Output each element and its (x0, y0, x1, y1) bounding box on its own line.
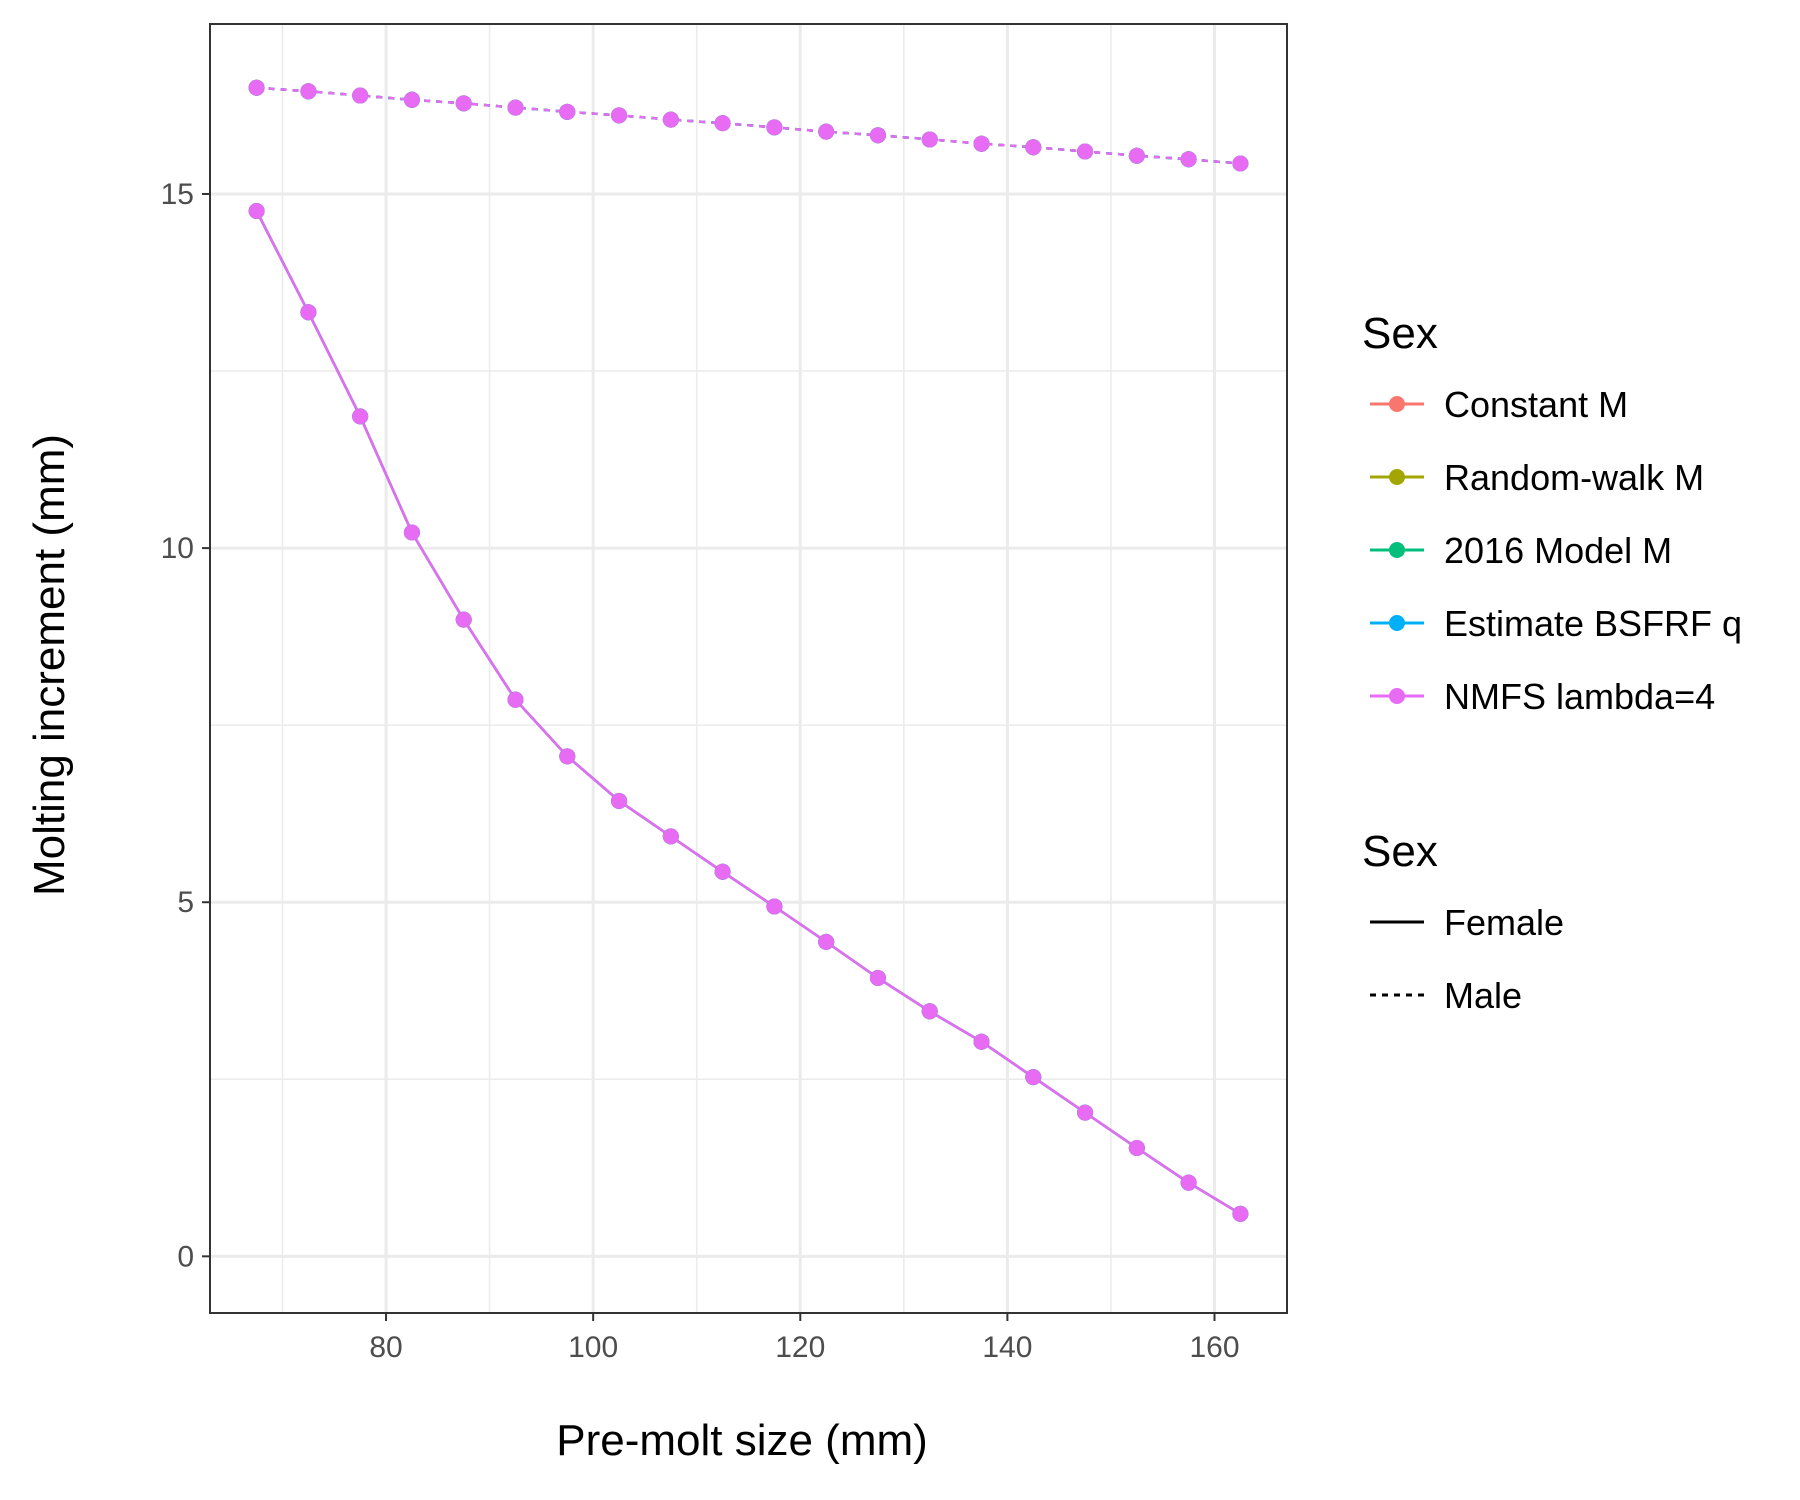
panel-border (209, 23, 1288, 1314)
data-point (300, 304, 317, 321)
data-point (921, 1003, 938, 1020)
data-point (455, 95, 472, 112)
major-gridlines (210, 24, 1287, 1313)
x-tick-label: 160 (1189, 1331, 1239, 1364)
data-point (714, 863, 731, 880)
data-point (1180, 151, 1197, 168)
x-axis: 80 100 120 140 160 (369, 1313, 1240, 1364)
data-point (403, 91, 420, 108)
data-point (869, 127, 886, 144)
y-tick-label: 15 (161, 178, 194, 211)
data-point (352, 87, 369, 104)
series-layer (248, 79, 1249, 1222)
data-point (662, 828, 679, 845)
data-point (973, 135, 990, 152)
data-point (1128, 147, 1145, 164)
data-point (248, 202, 265, 219)
minor-gridlines (210, 24, 1287, 1313)
data-point (1128, 1139, 1145, 1156)
data-point (818, 933, 835, 950)
legend-title-color: Sex (1362, 309, 1438, 358)
data-point (559, 748, 576, 765)
y-tick-label: 5 (177, 886, 194, 919)
data-point (507, 691, 524, 708)
legend-key-point (1389, 688, 1405, 704)
series-line (255, 210, 1242, 1215)
legend-key-point (1389, 615, 1405, 631)
series-line (256, 86, 1241, 165)
legend-label: Female (1444, 902, 1564, 943)
data-point (507, 99, 524, 116)
data-point (1232, 155, 1249, 172)
data-point (1232, 1205, 1249, 1222)
plot-panel (209, 23, 1288, 1314)
x-tick-label: 140 (982, 1331, 1032, 1364)
data-point (300, 83, 317, 100)
data-point (559, 103, 576, 120)
data-point (766, 898, 783, 915)
data-point (1025, 139, 1042, 156)
x-tick-label: 100 (568, 1331, 618, 1364)
data-point (1077, 143, 1094, 160)
data-point (1077, 1104, 1094, 1121)
data-point (869, 970, 886, 987)
data-point (1180, 1174, 1197, 1191)
x-tick-label: 120 (775, 1331, 825, 1364)
data-point (403, 524, 420, 541)
data-point (1025, 1069, 1042, 1086)
x-tick-label: 80 (369, 1331, 402, 1364)
legend-label: Estimate BSFRF q (1444, 603, 1742, 644)
data-point (818, 123, 835, 140)
data-point (611, 107, 628, 124)
data-point (662, 111, 679, 128)
legend-label: 2016 Model M (1444, 530, 1672, 571)
legend-key-point (1389, 396, 1405, 412)
y-axis: 0 5 10 15 (161, 178, 210, 1273)
data-point (921, 131, 938, 148)
data-point (248, 79, 265, 96)
x-axis-title: Pre-molt size (mm) (556, 1416, 928, 1465)
legend-label: Random-walk M (1444, 457, 1704, 498)
legend-key-point (1389, 542, 1405, 558)
legend-label: Male (1444, 975, 1522, 1016)
data-point (352, 408, 369, 425)
legend-label: Constant M (1444, 384, 1628, 425)
data-point (766, 119, 783, 136)
legend-key-point (1389, 469, 1405, 485)
legend-label: NMFS lambda=4 (1444, 676, 1715, 717)
data-point (455, 611, 472, 628)
y-axis-title: Molting increment (mm) (25, 434, 74, 896)
data-point (973, 1033, 990, 1050)
y-tick-label: 0 (177, 1240, 194, 1273)
data-point (611, 792, 628, 809)
legend-title-linetype: Sex (1362, 827, 1438, 876)
y-tick-label: 10 (161, 532, 194, 565)
data-point (714, 115, 731, 132)
